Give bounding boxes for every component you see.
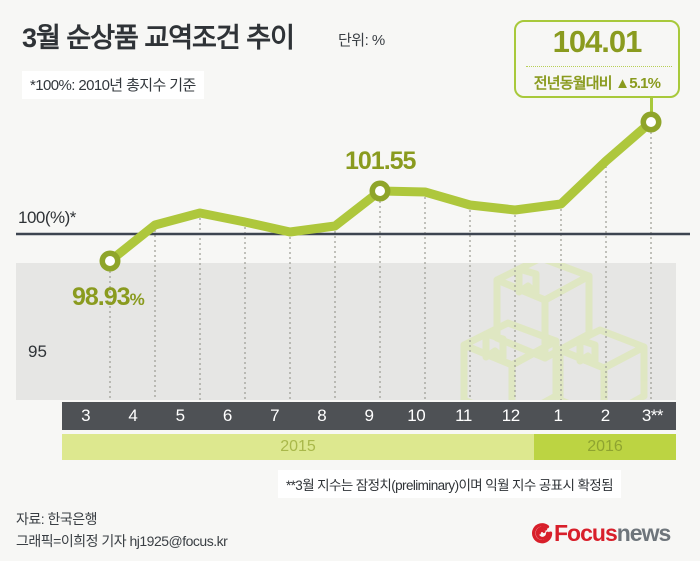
month-tick: 4 xyxy=(128,406,138,425)
marker-month-9-2015 xyxy=(369,180,391,202)
data-point-markers xyxy=(99,111,662,272)
month-tick: 7 xyxy=(270,406,280,425)
month-tick: 3 xyxy=(81,406,91,425)
focus-spiral-icon xyxy=(532,523,553,544)
month-tick: 8 xyxy=(317,406,327,425)
value-label-mid: 101.55 xyxy=(345,147,416,175)
x-axis-months-bar: 3 4 5 6 7 8 9 10 11 12 1 2 3** xyxy=(62,402,676,430)
month-tick: 2 xyxy=(600,406,610,425)
unit-label: 단위: % xyxy=(338,32,385,49)
value-label-first: 98.93% xyxy=(72,283,145,312)
callout-stem xyxy=(650,98,653,124)
footnote-preliminary: **3월 지수는 잠정치(preliminary)이며 익월 지수 공표시 확정… xyxy=(278,470,621,498)
x-axis-years-row: 2015 2016 xyxy=(62,434,676,460)
month-tick: 12 xyxy=(501,406,520,425)
month-tick: 9 xyxy=(364,406,374,425)
value-label-first-percent: % xyxy=(129,290,145,309)
month-tick: 5 xyxy=(175,406,185,425)
focus-news-logo: Focus news xyxy=(530,520,672,546)
subtitle-note: *100%: 2010년 총지수 기준 xyxy=(22,71,204,99)
trend-line xyxy=(105,117,656,266)
logo-news-text: news xyxy=(616,520,672,546)
source-line: 자료: 한국은행 xyxy=(16,511,98,527)
callout-divider xyxy=(526,66,672,67)
year-band-2016: 2016 xyxy=(534,434,676,460)
year-band-2015: 2015 xyxy=(62,434,534,460)
month-tick: 3** xyxy=(641,406,664,425)
y-axis-label-100: 100(%)* xyxy=(18,208,76,227)
value-label-first-number: 98.93 xyxy=(72,283,131,311)
month-tick: 11 xyxy=(455,406,472,425)
month-tick: 1 xyxy=(553,406,563,425)
callout-yoy-change: 전년동월대비 ▲5.1% xyxy=(533,75,661,92)
y-axis-label-95: 95 xyxy=(28,342,47,361)
callout-value: 104.01 xyxy=(552,24,643,59)
credit-line: 그래픽=이희정 기자 hj1925@focus.kr xyxy=(16,533,228,549)
logo-focus-text: Focus xyxy=(554,520,618,546)
page-title: 3월 순상품 교역조건 추이 xyxy=(22,23,295,53)
month-tick: 10 xyxy=(407,406,426,425)
latest-value-callout: 104.01 전년동월대비 ▲5.1% xyxy=(514,20,680,98)
month-tick: 6 xyxy=(222,406,232,425)
